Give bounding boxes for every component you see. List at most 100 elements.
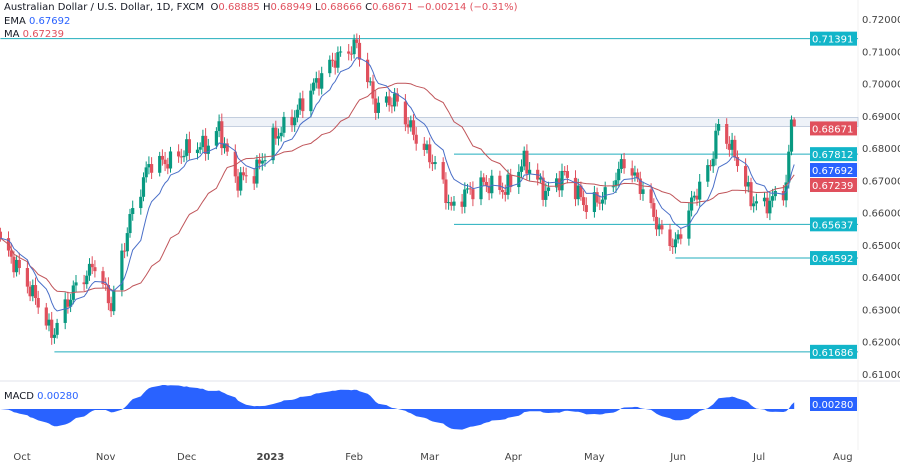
candle — [409, 115, 413, 132]
candle-body — [187, 139, 191, 154]
level-price-label-text: 0.61686 — [812, 348, 853, 359]
candle — [484, 175, 488, 192]
candle — [150, 157, 154, 179]
candle — [36, 290, 40, 314]
candle — [52, 328, 56, 344]
ema-legend[interactable]: EMA 0.67692 — [4, 16, 70, 27]
candle-body — [465, 188, 470, 190]
macd-legend[interactable]: MACD 0.00280 — [4, 391, 79, 402]
candle — [0, 227, 2, 242]
candle-body — [195, 149, 200, 154]
candle-body — [120, 250, 124, 291]
candle-body — [636, 172, 640, 179]
candle-body — [441, 162, 445, 180]
candle — [789, 115, 794, 156]
candle — [522, 146, 526, 171]
candle — [449, 196, 453, 211]
candle-body — [668, 229, 672, 247]
candle-body — [614, 180, 618, 187]
candle-body — [101, 271, 105, 285]
candle — [368, 77, 372, 86]
candle — [617, 161, 621, 187]
candle-body — [314, 78, 318, 83]
level-price-label: 0.61686 — [810, 344, 857, 359]
candle-body — [357, 42, 362, 60]
candle — [565, 165, 569, 184]
candle-body — [69, 299, 73, 307]
candle-body — [771, 196, 775, 201]
y-tick-label: 0.64000 — [862, 273, 900, 284]
candle-body — [158, 155, 162, 173]
candle — [93, 260, 97, 278]
candle — [366, 52, 370, 89]
y-tick-label: 0.65000 — [862, 241, 900, 252]
candle — [139, 189, 143, 215]
candle-body — [619, 159, 623, 169]
x-tick-label: Apr — [505, 452, 523, 463]
candle — [676, 229, 680, 244]
candle — [123, 242, 127, 259]
candle-body — [220, 121, 224, 149]
candle-body — [85, 275, 89, 285]
candle-body — [744, 166, 748, 187]
candle-body — [204, 135, 208, 154]
candle — [649, 183, 653, 209]
candle — [614, 172, 618, 194]
y-tick-label: 0.61000 — [862, 370, 900, 381]
level-price-label: 0.64592 — [810, 251, 857, 266]
candle — [317, 70, 321, 96]
candle — [320, 66, 324, 95]
candle-body — [576, 185, 580, 200]
candle-body — [255, 159, 259, 184]
x-tick-label: Feb — [345, 452, 363, 463]
candle — [471, 181, 475, 207]
candle-body — [47, 319, 51, 326]
candle-body — [708, 165, 713, 167]
candle-body — [676, 234, 680, 240]
candle — [592, 185, 596, 218]
candle-body — [460, 201, 464, 207]
candle-body — [376, 102, 380, 113]
candle — [279, 126, 283, 142]
candle-body — [339, 51, 343, 53]
candle-body — [652, 203, 656, 217]
candle-body — [517, 171, 521, 188]
candle-body — [258, 159, 262, 164]
level-price-label-bg — [810, 147, 857, 162]
candle-body — [252, 176, 256, 184]
current-price-label: 0.68671 — [810, 121, 857, 135]
candle-body — [141, 177, 146, 197]
candle-body — [384, 96, 389, 103]
ma-legend[interactable]: MA 0.67239 — [4, 29, 64, 40]
candle-body — [104, 284, 108, 286]
ema-line — [0, 57, 795, 312]
candle — [468, 182, 472, 195]
candle — [711, 151, 715, 173]
candle — [636, 168, 640, 183]
candle — [447, 194, 451, 210]
candle-body — [0, 231, 2, 239]
candle-body — [484, 181, 488, 186]
candle-body — [522, 150, 526, 167]
x-tick-label: Oct — [13, 452, 30, 463]
candle — [12, 250, 16, 278]
candle — [225, 138, 229, 156]
candle — [204, 128, 208, 161]
candle-body — [328, 59, 332, 74]
candle — [158, 151, 162, 177]
candle — [652, 198, 656, 222]
candle — [781, 184, 785, 206]
candle-body — [706, 165, 710, 182]
candle — [463, 182, 467, 214]
candle-body — [487, 185, 491, 194]
candle-body — [393, 93, 397, 107]
candle-body — [679, 234, 683, 239]
candle — [15, 255, 19, 277]
candle — [339, 46, 343, 57]
candle — [768, 193, 772, 221]
candle-body — [241, 172, 245, 176]
level-price-label-bg — [810, 217, 857, 232]
candle — [584, 197, 588, 219]
candle-body — [787, 151, 791, 183]
